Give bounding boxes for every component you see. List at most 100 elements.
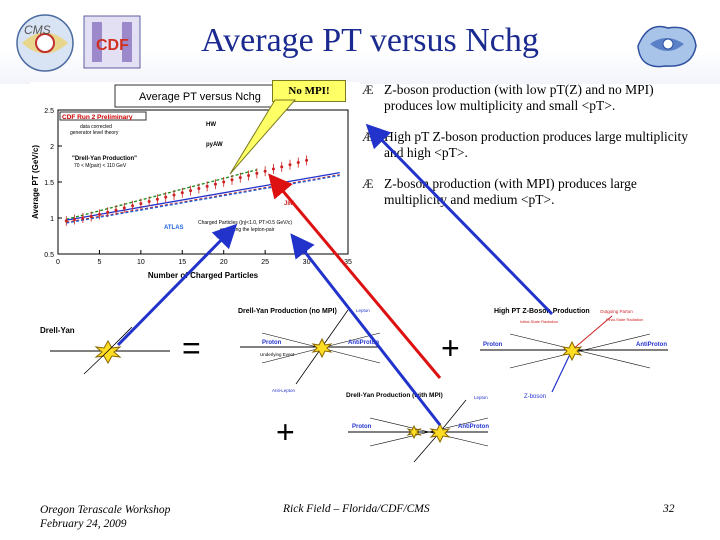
lepton-label: Lepton xyxy=(474,395,488,400)
bullet-list: Æ Z-boson production (with low pT(Z) and… xyxy=(362,82,702,223)
annotation-header: CDF Run 2 Preliminary xyxy=(62,114,133,121)
data-point xyxy=(305,158,309,162)
cms-logo-text: CMS xyxy=(24,23,51,37)
data-point xyxy=(189,189,193,193)
x-tick-label: 35 xyxy=(344,259,352,266)
data-point xyxy=(164,195,168,199)
data-point xyxy=(139,202,143,206)
isr-label: Initial-State Radiation xyxy=(520,319,558,324)
highpt-title: High PT Z-Boson Production xyxy=(494,308,590,315)
series-line-pyaw xyxy=(66,171,340,221)
data-point xyxy=(131,204,135,208)
data-point xyxy=(81,216,85,220)
callout-pointer xyxy=(229,99,297,175)
arrow-highpt xyxy=(268,173,442,379)
annotation-sub2: generator level theory xyxy=(70,130,119,136)
data-point xyxy=(122,206,126,210)
data-point xyxy=(238,176,242,180)
data-point xyxy=(147,199,151,203)
data-point xyxy=(247,174,251,178)
page-number: 32 xyxy=(663,503,675,515)
series-line-atlas xyxy=(66,174,340,224)
annotation-dy1: "Drell-Yan Production" xyxy=(72,156,137,162)
y-tick-label: 0.5 xyxy=(44,252,54,259)
chart-title: Average PT versus Nchg xyxy=(139,91,261,103)
data-point xyxy=(280,165,284,169)
outgoing-parton-label: Outgoing Parton xyxy=(600,309,633,314)
dy-nompi-panel xyxy=(232,303,382,398)
bullet-item: Æ Z-boson production (with low pT(Z) and… xyxy=(362,82,702,114)
data-point xyxy=(64,219,68,223)
highpt-collision xyxy=(561,340,583,362)
slide-title: Average PT versus Nchg xyxy=(201,22,539,59)
equals-sign: = xyxy=(182,330,201,366)
antiproton-label: AntiProton xyxy=(348,340,379,346)
antiproton-label: AntiProton xyxy=(636,342,667,348)
dy-nompi-collision xyxy=(311,337,333,359)
y-axis-label: Average PT (GeV/c) xyxy=(31,145,40,219)
proton-label: Proton xyxy=(483,342,503,348)
bullet-mark: Æ xyxy=(362,176,374,191)
x-tick-label: 25 xyxy=(261,259,269,266)
annotation-box xyxy=(59,111,147,121)
underlying-event-label: Underlying Event xyxy=(260,352,295,357)
data-point xyxy=(205,184,209,188)
fsr-label: Final-State Radiation xyxy=(606,317,643,322)
data-point xyxy=(230,178,234,182)
data-point xyxy=(172,193,176,197)
annotation-jimmy: JIM xyxy=(284,201,294,207)
x-axis-label: Number of Charged Particles xyxy=(148,271,259,280)
y-tick-label: 1.5 xyxy=(44,180,54,187)
plus-sign: + xyxy=(276,414,295,450)
annotation-dy2: 70 < M(pair) < 110 GeV xyxy=(74,163,127,169)
series-line-jim xyxy=(66,174,340,223)
anti-lepton-label: Anti-Lepton xyxy=(272,388,296,393)
dy-mpi-collision xyxy=(429,422,451,444)
data-point xyxy=(155,197,159,201)
plot-area: 0.5 1 1.5 2 2.5 0 5 10 15 20 25 30 35 Number of Charg… xyxy=(31,108,352,280)
annotation-cuts1: Charged Particles (|η|<1.0, PT>0.5 GeV/c… xyxy=(198,220,292,226)
cms-logo: CMS xyxy=(16,14,74,72)
annotation-sub1: data corrected xyxy=(80,124,112,130)
data-point xyxy=(222,180,226,184)
bullet-item: Æ High pT Z-boson production produces la… xyxy=(362,129,702,161)
annotation-cuts2: excluding the lepton-pair xyxy=(220,227,275,233)
annotation-hw: HW xyxy=(206,122,216,128)
dy-collision xyxy=(94,339,122,365)
bullet-item: Æ Z-boson production (with MPI) produces… xyxy=(362,176,702,208)
data-point xyxy=(180,191,184,195)
data-point xyxy=(263,169,267,173)
annotation-atlas: ATLAS xyxy=(164,225,184,231)
arrow-mpi xyxy=(290,233,442,426)
plus-sign: + xyxy=(441,330,460,366)
x-tick-label: 5 xyxy=(97,259,101,266)
data-point xyxy=(213,182,217,186)
data-point xyxy=(271,167,275,171)
footer-date: February 24, 2009 xyxy=(40,518,127,530)
dy-nompi-title: Drell-Yan Production (no MPI) xyxy=(238,308,337,315)
lepton-label: Lepton xyxy=(356,308,370,313)
y-tick-label: 1 xyxy=(50,216,54,223)
proton-label: Proton xyxy=(262,340,282,346)
bullet-mark: Æ xyxy=(362,82,374,97)
x-tick-label: 15 xyxy=(178,259,186,266)
bullet-text: Z-boson production (with MPI) produces l… xyxy=(384,176,637,207)
footer-left: Oregon Terascale Workshop February 24, 2… xyxy=(40,503,170,531)
dy-mpi-panel xyxy=(340,388,490,463)
footer-author: Rick Field – Florida/CDF/CMS xyxy=(283,503,430,515)
x-tick-label: 20 xyxy=(220,259,228,266)
dy-mpi-title: Drell-Yan Production (with MPI) xyxy=(346,392,443,399)
cdf-logo-text: CDF xyxy=(96,37,129,54)
data-point xyxy=(296,161,300,165)
x-tick-label: 10 xyxy=(137,259,145,266)
x-tick-label: 0 xyxy=(56,259,60,266)
data-point xyxy=(106,210,110,214)
mpi-collision xyxy=(406,424,422,440)
data-point xyxy=(255,171,259,175)
z-boson-label: Z-boson xyxy=(524,394,546,400)
annotation-pyaw: pyAW xyxy=(206,142,223,148)
field-logo xyxy=(637,25,697,68)
series-line-hw xyxy=(66,169,258,221)
y-tick-label: 2.5 xyxy=(44,108,54,115)
